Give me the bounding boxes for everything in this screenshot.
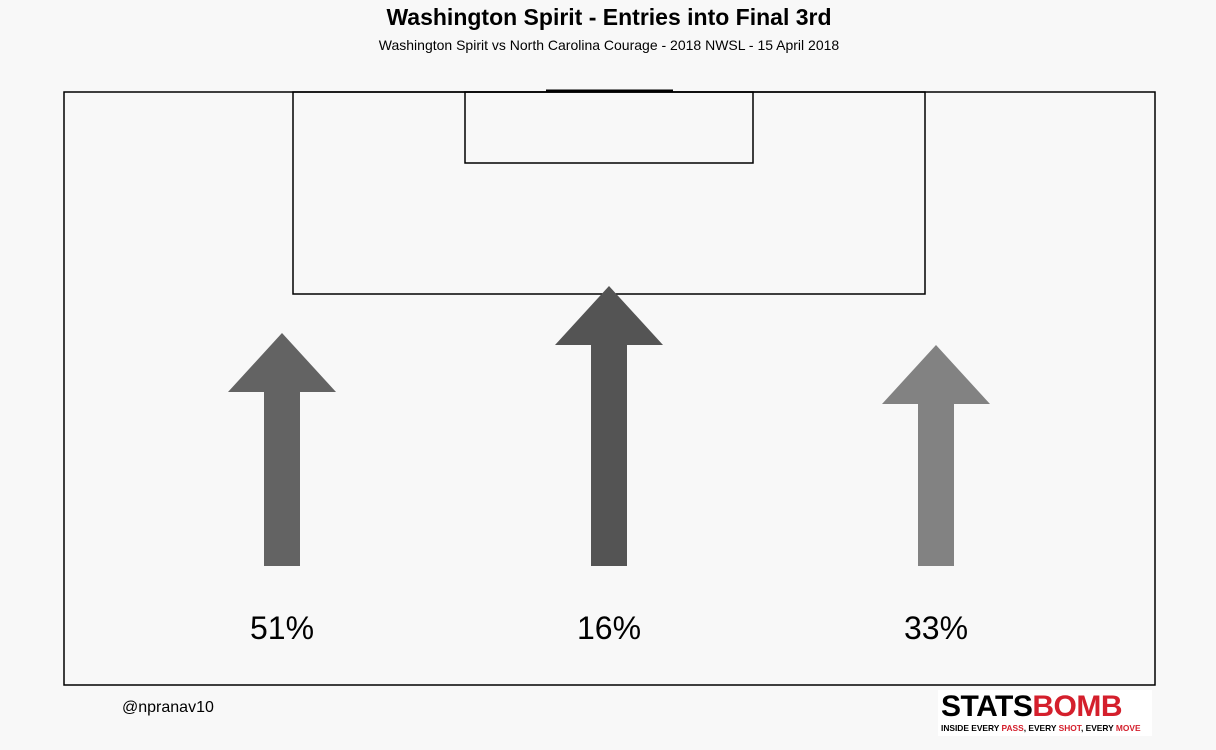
arrow-marks	[228, 286, 990, 566]
logo-tagline: INSIDE EVERY PASS, EVERY SHOT, EVERY MOV…	[941, 723, 1141, 733]
arrow-shaft-right	[918, 404, 954, 566]
arrow-head-left	[228, 333, 336, 392]
value-label-right: 33%	[904, 610, 968, 646]
pitch	[63, 89, 1156, 686]
penalty-box	[292, 91, 926, 295]
statsbomb-logo: STATSBOMB INSIDE EVERY PASS, EVERY SHOT,…	[938, 690, 1152, 736]
tagline-part: , EVERY	[1080, 723, 1116, 733]
arrow-shaft-left	[264, 392, 300, 566]
logo-wordmark: STATSBOMB	[941, 690, 1123, 724]
tagline-part: INSIDE EVERY	[941, 723, 1002, 733]
arrow-head-right	[882, 345, 990, 404]
arrow-shaft-centre	[591, 345, 627, 566]
arrow-head-centre	[555, 286, 663, 345]
tagline-pass: PASS	[1001, 723, 1024, 733]
chart-subtitle: Washington Spirit vs North Carolina Cour…	[378, 37, 840, 53]
value-labels: 51% 16% 33%	[250, 610, 968, 646]
value-label-centre: 16%	[577, 610, 641, 646]
tagline-part: , EVERY	[1023, 723, 1059, 733]
value-label-left: 51%	[250, 610, 314, 646]
six-yard-box	[464, 91, 754, 164]
author-handle: @npranav10	[122, 699, 214, 716]
tagline-shot: SHOT	[1058, 723, 1081, 733]
tagline-move: MOVE	[1115, 723, 1141, 733]
logo-word-bomb: BOMB	[1032, 690, 1123, 723]
logo-word-stats: STATS	[941, 690, 1033, 723]
chart-title: Washington Spirit - Entries into Final 3…	[386, 4, 832, 30]
